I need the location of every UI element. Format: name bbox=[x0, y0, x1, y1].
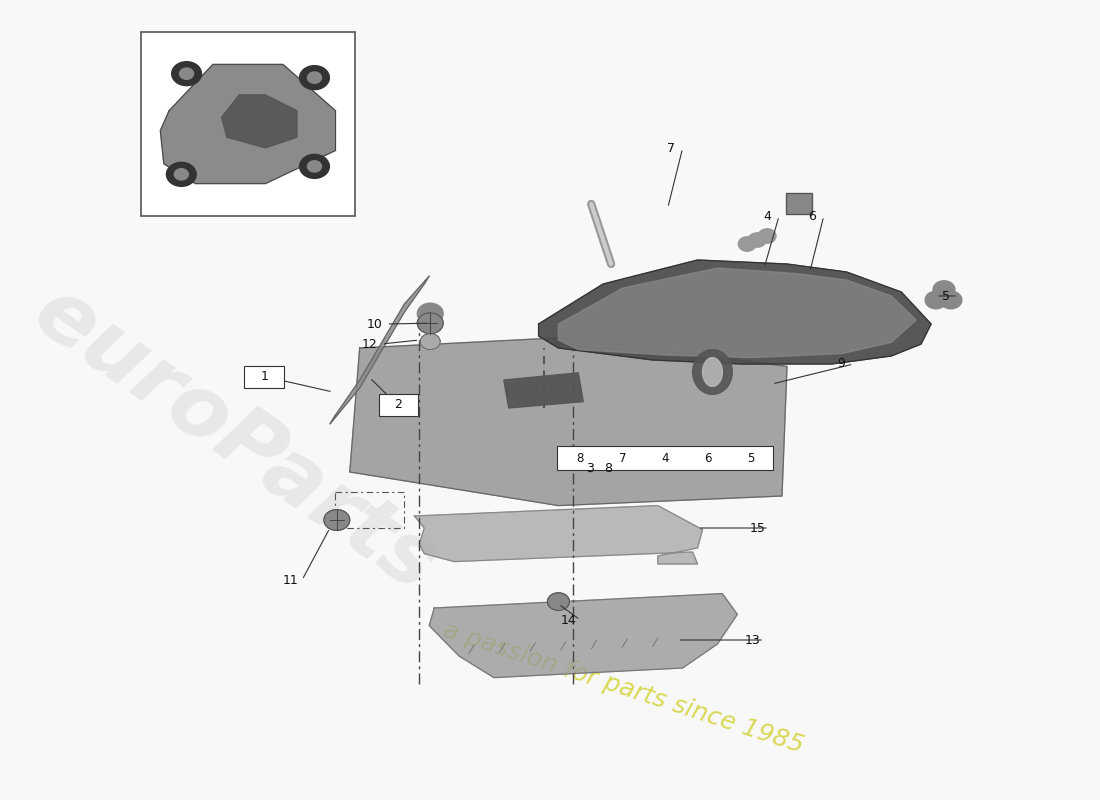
Polygon shape bbox=[693, 350, 733, 394]
Circle shape bbox=[925, 291, 947, 309]
FancyBboxPatch shape bbox=[378, 394, 418, 416]
Circle shape bbox=[417, 313, 443, 334]
Circle shape bbox=[420, 334, 440, 350]
Circle shape bbox=[299, 66, 329, 90]
Circle shape bbox=[299, 154, 329, 178]
Text: 6: 6 bbox=[704, 452, 712, 465]
Text: 2: 2 bbox=[395, 398, 403, 410]
Text: 1: 1 bbox=[261, 370, 268, 382]
Text: a passion for parts since 1985: a passion for parts since 1985 bbox=[440, 618, 806, 758]
Polygon shape bbox=[504, 373, 583, 408]
Polygon shape bbox=[221, 95, 297, 148]
Circle shape bbox=[738, 237, 756, 251]
Circle shape bbox=[308, 161, 321, 172]
Text: 9: 9 bbox=[838, 358, 846, 370]
Circle shape bbox=[166, 162, 196, 186]
Text: 5: 5 bbox=[747, 452, 755, 465]
Polygon shape bbox=[703, 358, 723, 386]
Text: 14: 14 bbox=[561, 614, 576, 626]
Circle shape bbox=[548, 593, 570, 610]
Text: 8: 8 bbox=[604, 462, 612, 474]
Text: 13: 13 bbox=[745, 634, 760, 646]
Circle shape bbox=[417, 303, 443, 324]
Polygon shape bbox=[350, 338, 786, 506]
Polygon shape bbox=[415, 506, 703, 564]
Polygon shape bbox=[429, 594, 737, 678]
Text: 8: 8 bbox=[576, 452, 583, 465]
Text: 7: 7 bbox=[619, 452, 626, 465]
Circle shape bbox=[758, 229, 777, 243]
Circle shape bbox=[940, 291, 961, 309]
Text: 6: 6 bbox=[807, 210, 816, 222]
Circle shape bbox=[308, 72, 321, 83]
Polygon shape bbox=[161, 64, 336, 184]
Text: 11: 11 bbox=[283, 574, 298, 586]
Polygon shape bbox=[559, 268, 916, 358]
Text: 5: 5 bbox=[942, 290, 950, 302]
FancyBboxPatch shape bbox=[558, 446, 773, 470]
FancyBboxPatch shape bbox=[141, 32, 354, 216]
Polygon shape bbox=[330, 276, 429, 424]
FancyBboxPatch shape bbox=[786, 193, 812, 214]
Text: 4: 4 bbox=[661, 452, 669, 465]
Circle shape bbox=[933, 281, 955, 298]
Circle shape bbox=[172, 62, 201, 86]
Text: 3: 3 bbox=[586, 462, 594, 474]
Text: 10: 10 bbox=[366, 318, 383, 330]
Text: 4: 4 bbox=[763, 210, 771, 222]
Text: 7: 7 bbox=[667, 142, 674, 154]
Text: 12: 12 bbox=[362, 338, 377, 350]
Text: euroParts: euroParts bbox=[19, 270, 452, 610]
FancyBboxPatch shape bbox=[244, 366, 284, 388]
Circle shape bbox=[748, 233, 766, 247]
Text: 15: 15 bbox=[749, 522, 766, 534]
Circle shape bbox=[174, 169, 188, 180]
Circle shape bbox=[179, 68, 194, 79]
Circle shape bbox=[323, 510, 350, 530]
Polygon shape bbox=[539, 260, 931, 364]
